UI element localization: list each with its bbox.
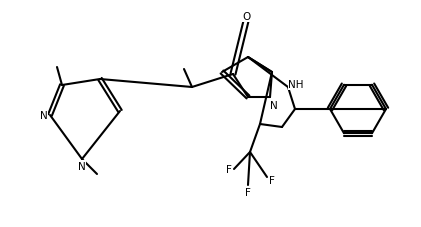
Text: N: N — [78, 161, 86, 171]
Text: F: F — [245, 187, 251, 197]
Text: N: N — [40, 111, 48, 121]
Text: F: F — [269, 175, 275, 185]
Text: O: O — [243, 12, 251, 22]
Text: F: F — [226, 164, 232, 174]
Text: N: N — [270, 101, 278, 111]
Text: NH: NH — [288, 80, 304, 90]
